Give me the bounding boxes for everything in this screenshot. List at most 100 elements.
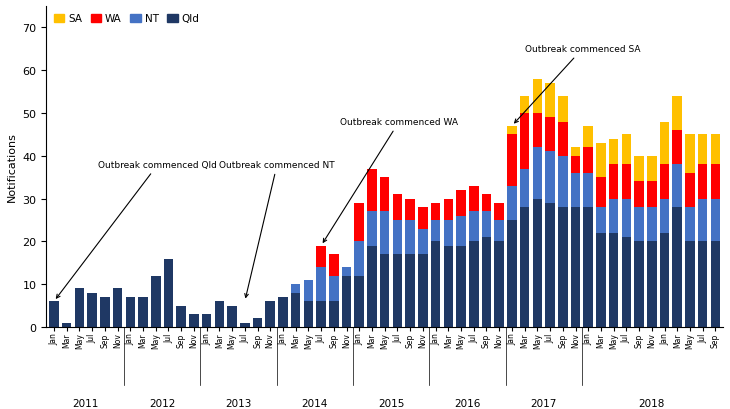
Bar — [685, 208, 695, 242]
Bar — [405, 255, 415, 327]
Bar — [558, 97, 567, 122]
Bar — [380, 255, 390, 327]
Bar — [545, 84, 555, 118]
Bar — [571, 208, 580, 327]
Bar — [634, 182, 644, 208]
Bar — [622, 238, 631, 327]
Bar — [685, 242, 695, 327]
Bar — [177, 306, 186, 327]
Bar — [431, 203, 440, 220]
Bar — [304, 301, 313, 327]
Bar — [278, 297, 288, 327]
Bar — [660, 122, 669, 165]
Bar — [507, 220, 517, 327]
Bar — [367, 169, 377, 212]
Bar — [494, 220, 504, 242]
Bar — [444, 246, 453, 327]
Bar — [418, 208, 428, 229]
Bar — [533, 199, 542, 327]
Bar — [710, 199, 721, 242]
Bar — [469, 242, 478, 327]
Bar — [672, 208, 682, 327]
Bar — [558, 208, 567, 327]
Bar — [367, 246, 377, 327]
Text: 2017: 2017 — [531, 398, 557, 408]
Bar — [138, 297, 147, 327]
Bar — [393, 255, 402, 327]
Bar — [444, 220, 453, 246]
Bar — [62, 323, 72, 327]
Bar — [672, 97, 682, 131]
Bar — [355, 242, 364, 276]
Text: 2011: 2011 — [72, 398, 99, 408]
Bar — [609, 233, 618, 327]
Bar — [571, 173, 580, 208]
Bar — [596, 233, 606, 327]
Bar — [215, 301, 224, 327]
Bar — [685, 173, 695, 208]
Bar — [660, 165, 669, 199]
Bar — [507, 135, 517, 186]
Bar — [647, 242, 656, 327]
Bar — [698, 199, 707, 242]
Bar — [622, 135, 631, 165]
Bar — [634, 156, 644, 182]
Bar — [202, 315, 212, 327]
Bar — [444, 199, 453, 220]
Bar — [609, 165, 618, 199]
Bar — [355, 276, 364, 327]
Bar — [609, 139, 618, 165]
Bar — [558, 156, 567, 208]
Bar — [647, 156, 656, 182]
Bar — [49, 301, 58, 327]
Bar — [545, 203, 555, 327]
Bar — [456, 216, 466, 246]
Bar — [596, 208, 606, 233]
Bar — [393, 220, 402, 255]
Bar — [545, 118, 555, 152]
Bar — [456, 246, 466, 327]
Text: 2015: 2015 — [378, 398, 404, 408]
Bar — [558, 122, 567, 156]
Bar — [596, 144, 606, 178]
Bar — [698, 242, 707, 327]
Bar — [596, 178, 606, 208]
Bar — [685, 135, 695, 173]
Bar — [647, 208, 656, 242]
Bar — [520, 169, 529, 208]
Bar — [126, 297, 135, 327]
Bar — [533, 148, 542, 199]
Bar — [507, 186, 517, 220]
Bar — [418, 255, 428, 327]
Bar — [583, 208, 593, 327]
Text: 2014: 2014 — [301, 398, 328, 408]
Text: Outbreak commenced NT: Outbreak commenced NT — [219, 160, 335, 298]
Bar — [533, 114, 542, 148]
Bar — [380, 178, 390, 212]
Text: 2018: 2018 — [639, 398, 665, 408]
Bar — [291, 293, 301, 327]
Text: 2016: 2016 — [454, 398, 480, 408]
Bar — [266, 301, 275, 327]
Bar — [698, 165, 707, 199]
Bar — [355, 203, 364, 242]
Bar — [329, 255, 339, 276]
Bar — [100, 297, 110, 327]
Bar — [367, 212, 377, 246]
Bar — [583, 173, 593, 208]
Bar — [482, 212, 491, 238]
Bar — [482, 238, 491, 327]
Bar — [316, 267, 326, 301]
Bar — [431, 220, 440, 242]
Bar — [113, 289, 123, 327]
Text: Outbreak commenced Qld: Outbreak commenced Qld — [56, 160, 218, 299]
Bar — [227, 306, 237, 327]
Bar — [520, 208, 529, 327]
Text: Outbreak commenced SA: Outbreak commenced SA — [515, 45, 640, 124]
Bar — [469, 212, 478, 242]
Bar — [74, 289, 84, 327]
Bar — [342, 276, 351, 327]
Bar — [672, 131, 682, 165]
Bar — [710, 165, 721, 199]
Bar — [240, 323, 250, 327]
